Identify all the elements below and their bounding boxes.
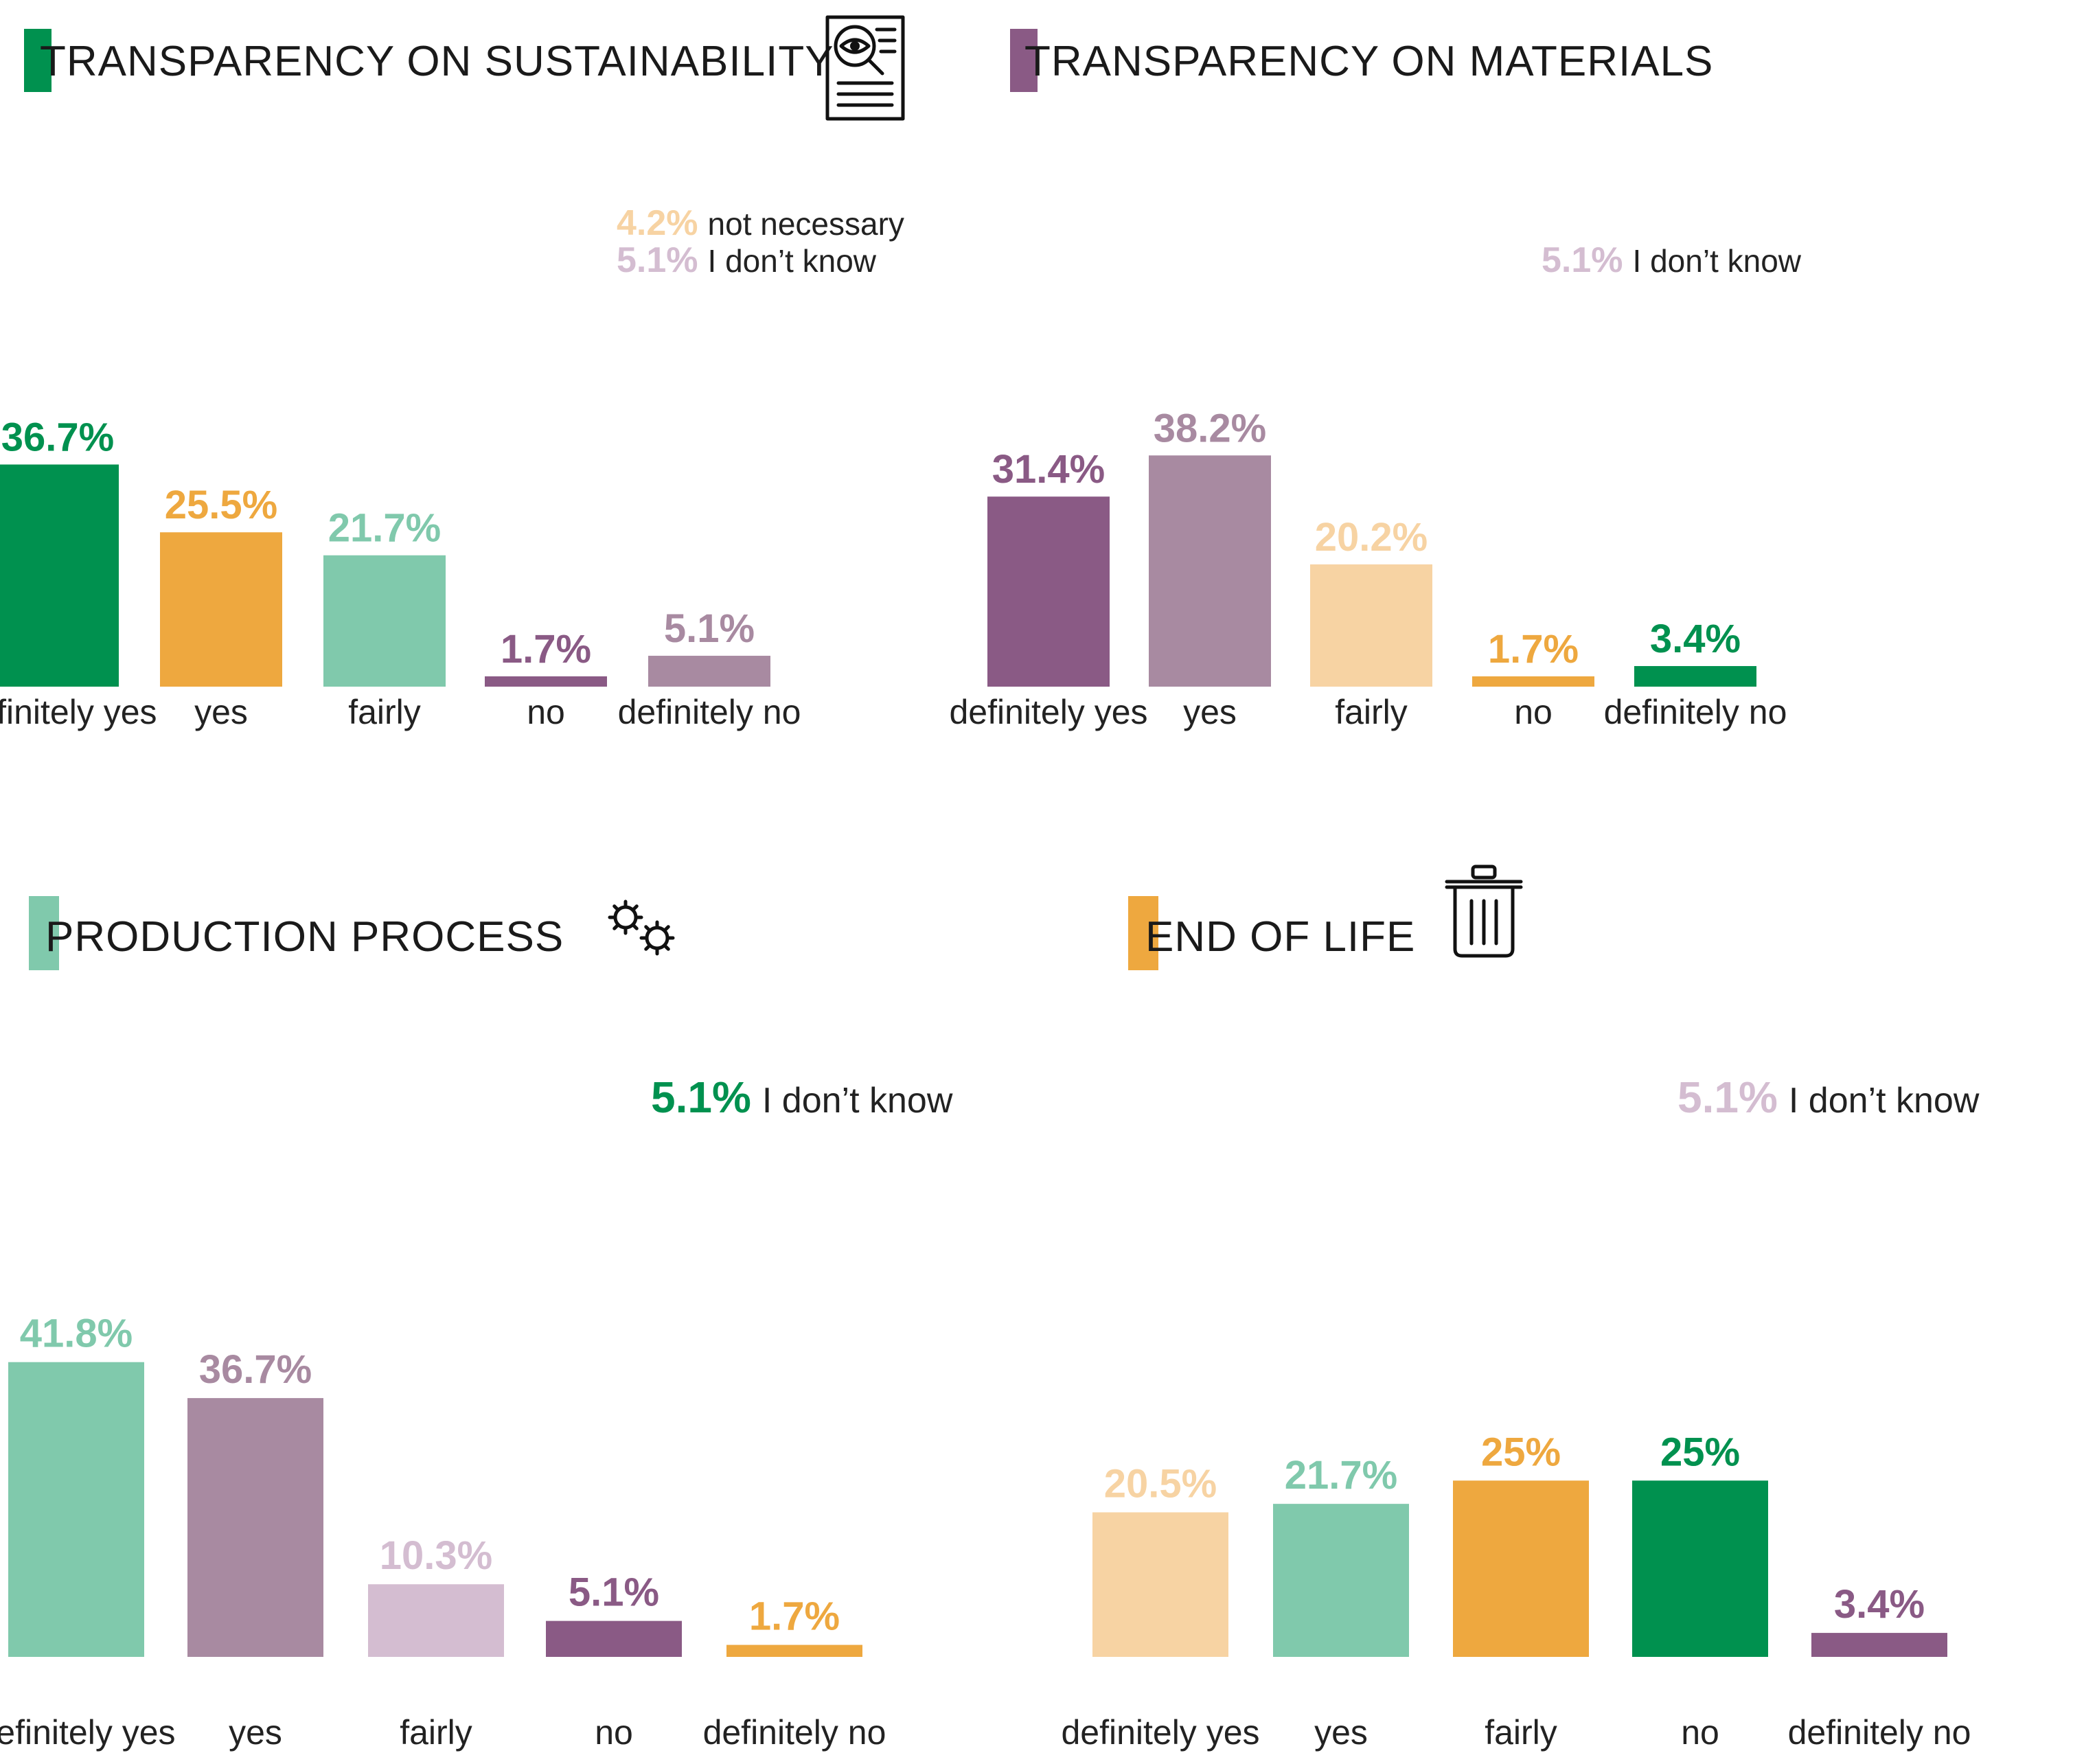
chart-note: 5.1% I don’t know <box>1677 1073 1980 1122</box>
category-label: no <box>1514 693 1553 731</box>
bar-value-label: 21.7% <box>328 506 441 551</box>
bar-definitely-no <box>1634 666 1756 687</box>
title-color-block <box>29 896 59 970</box>
category-label: fairly <box>348 693 421 731</box>
note-value: 5.1% <box>651 1073 751 1122</box>
chart-panel-2: TRANSPARENCY ON MATERIALS 31.4% definitely… <box>949 29 1802 731</box>
chart-note: 5.1% I don’t know <box>1542 240 1802 280</box>
chart-title: TRANSPARENCY ON MATERIALS <box>1024 38 1713 85</box>
bar-value-label: 1.7% <box>1488 627 1579 672</box>
category-label: yes <box>1314 1713 1368 1752</box>
bar-value-label: 5.1% <box>664 606 755 651</box>
category-label: fairly <box>1335 693 1408 731</box>
bar-yes <box>160 532 282 687</box>
bar-yes <box>1149 455 1271 687</box>
bar-value-label: 1.7% <box>501 627 591 672</box>
chart-note: 5.1% I don’t know <box>617 240 877 280</box>
note-value: 5.1% <box>1542 240 1623 280</box>
bar-definitely-yes <box>0 464 119 687</box>
bar-value-label: 5.1% <box>569 1570 659 1615</box>
bar-definitely-no <box>1811 1633 1947 1657</box>
chart-panel-3: PRODUCTION PROCESS 41.8% definitely yes 36.… <box>0 896 953 1752</box>
bar-yes <box>187 1398 323 1657</box>
bar-value-label: 25% <box>1481 1430 1561 1474</box>
category-label: definitely no <box>1604 693 1787 731</box>
category-label: no <box>527 693 565 731</box>
bar-definitely-yes <box>1092 1512 1228 1657</box>
bar-value-label: 25% <box>1660 1430 1740 1474</box>
note-label: I don’t know <box>1633 243 1802 279</box>
bar-value-label: 31.4% <box>992 447 1105 492</box>
category-label: no <box>595 1713 633 1752</box>
bar-value-label: 20.5% <box>1104 1461 1217 1506</box>
bar-value-label: 1.7% <box>749 1594 840 1639</box>
bar-definitely-no <box>648 656 770 687</box>
category-label: definitely no <box>1788 1713 1971 1752</box>
category-label: definitely yes <box>0 1713 176 1752</box>
title-color-block <box>1010 29 1038 92</box>
document-search-icon <box>825 15 905 121</box>
bar-no <box>1632 1480 1768 1657</box>
bar-fairly <box>323 555 446 687</box>
bar-fairly <box>1310 564 1432 687</box>
category-label: yes <box>194 693 248 731</box>
bar-no <box>485 676 607 687</box>
chart-panel-4: END OF LIFE 20.5% definitely yes 21.7% yes 25… <box>1061 896 1980 1752</box>
bar-fairly <box>1453 1480 1589 1657</box>
bar-value-label: 3.4% <box>1650 617 1741 661</box>
bar-value-label: 38.2% <box>1154 406 1266 450</box>
title-color-block <box>1128 896 1158 970</box>
chart-note: 4.2% not necessary <box>617 203 904 243</box>
bar-value-label: 20.2% <box>1315 515 1428 560</box>
category-label: definitely yes <box>1061 1713 1259 1752</box>
category-label: fairly <box>400 1713 472 1752</box>
chart-title: END OF LIFE <box>1145 913 1415 961</box>
bar-definitely-yes <box>8 1362 144 1657</box>
category-label: no <box>1681 1713 1719 1752</box>
bar-no <box>1472 676 1594 687</box>
note-label: I don’t know <box>708 243 877 279</box>
bar-value-label: 21.7% <box>1285 1453 1397 1498</box>
note-label: not necessary <box>708 206 904 242</box>
category-label: definitely no <box>703 1713 886 1752</box>
chart-panel-1: TRANSPARENCY ON SUSTAINABILITY 36.7% defin… <box>0 29 904 731</box>
gears-icon <box>608 900 675 956</box>
trash-icon <box>1445 864 1523 958</box>
note-label: I don’t know <box>762 1081 953 1121</box>
bar-yes <box>1273 1504 1409 1657</box>
bar-value-label: 36.7% <box>199 1347 312 1392</box>
title-color-block <box>24 29 51 92</box>
bar-fairly <box>368 1584 504 1657</box>
note-label: I don’t know <box>1789 1081 1980 1121</box>
bar-value-label: 25.5% <box>165 483 277 527</box>
note-value: 5.1% <box>617 240 698 280</box>
category-label: definitely no <box>618 693 801 731</box>
bar-value-label: 10.3% <box>380 1533 492 1578</box>
note-value: 5.1% <box>1677 1073 1778 1122</box>
chart-note: 5.1% I don’t know <box>651 1073 953 1122</box>
bar-value-label: 3.4% <box>1834 1582 1925 1627</box>
bar-no <box>546 1620 682 1657</box>
chart-title: PRODUCTION PROCESS <box>45 913 564 961</box>
category-label: fairly <box>1485 1713 1557 1752</box>
bar-definitely-yes <box>987 496 1110 687</box>
category-label: yes <box>229 1713 282 1752</box>
category-label: definitely yes <box>949 693 1147 731</box>
category-label: yes <box>1183 693 1237 731</box>
bar-value-label: 36.7% <box>1 415 114 459</box>
note-value: 4.2% <box>617 203 698 243</box>
bar-value-label: 41.8% <box>20 1311 133 1356</box>
category-label: definitely yes <box>0 693 157 731</box>
chart-title: TRANSPARENCY ON SUSTAINABILITY <box>40 38 834 85</box>
bar-definitely-no <box>726 1645 862 1657</box>
